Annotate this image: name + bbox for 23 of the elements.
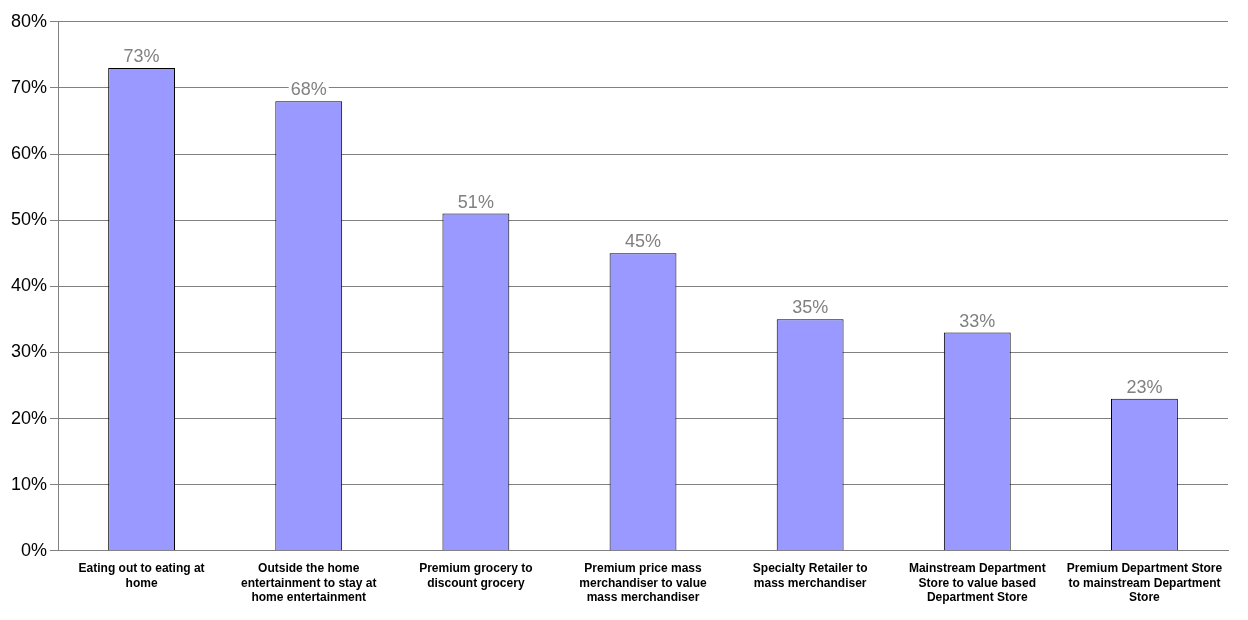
y-tick-label: 30% — [11, 341, 48, 362]
y-tick-label: 10% — [11, 473, 48, 494]
x-tick-label: Mainstream Department Store to value based Department Store — [908, 561, 1046, 605]
y-tick-label: 40% — [11, 275, 48, 296]
data-label: 73% — [123, 46, 160, 67]
data-label: 45% — [625, 231, 662, 252]
y-tick-label: 60% — [11, 143, 48, 164]
y-tick-label: 0% — [21, 539, 48, 560]
x-tick-label: Eating out to eating at home — [78, 561, 205, 590]
y-tick-label: 20% — [11, 407, 48, 428]
data-label: 33% — [959, 310, 996, 331]
y-tick-label: 50% — [11, 209, 48, 230]
x-tick-label: Premium price mass merchandiser to value mass merchandiser — [579, 561, 708, 605]
data-label: 35% — [792, 297, 829, 318]
data-label: 23% — [1126, 376, 1163, 397]
x-tick-label: Premium grocery to discount grocery — [419, 561, 533, 590]
data-label: 51% — [457, 191, 494, 212]
y-tick-label: 70% — [11, 76, 48, 97]
y-tick-label: 80% — [11, 10, 48, 31]
x-tick-label: Premium Department Store to mainstream Department Store — [1066, 561, 1223, 605]
data-label: 68% — [290, 79, 327, 100]
x-tick-label: Outside the home entertainment to stay at home entertainment — [241, 561, 377, 605]
x-tick-label: Specialty Retailer to mass merchandiser — [752, 561, 868, 590]
